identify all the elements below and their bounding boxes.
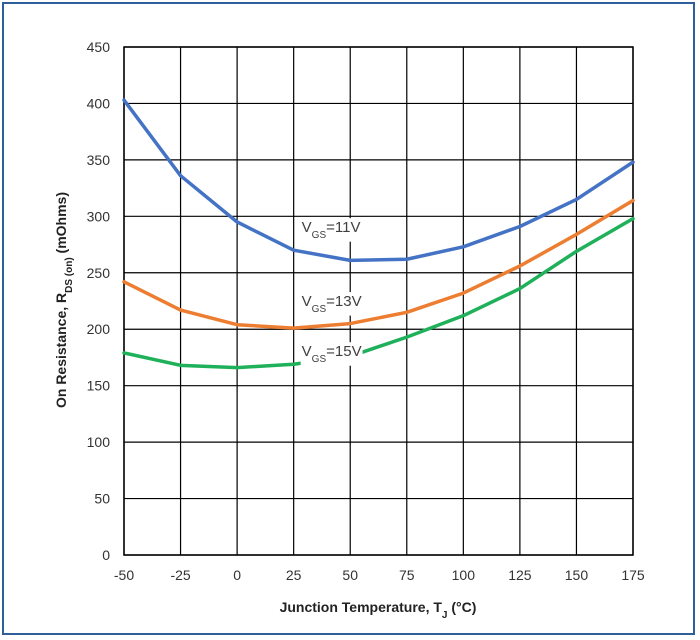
series-label-bg [300,218,362,242]
y-tick-label: 300 [87,208,111,224]
x-tick-label: -50 [114,567,134,583]
y-tick-label: 100 [87,434,111,450]
x-tick-label: 150 [565,567,589,583]
x-tick-label: 100 [452,567,476,583]
y-axis-label: On Resistance, RDS (on) (mOhms) [53,192,75,408]
y-tick-label: 200 [87,321,111,337]
x-tick-label: 175 [621,567,645,583]
y-tick-label: 400 [87,95,111,111]
x-tick-label: 0 [233,567,241,583]
x-tick-label: 50 [342,567,358,583]
series-line-13V [122,198,635,330]
x-tick-label: 75 [399,567,415,583]
series-label-bg [300,342,363,366]
grid-lines [123,46,634,556]
x-tick-label: -25 [170,567,190,583]
y-tick-label: 250 [87,265,111,281]
x-tick-label: 125 [508,567,532,583]
series-label-15V: VGS=15V [302,343,362,365]
y-tick-label: 450 [87,39,111,55]
y-tick-label: 50 [94,491,110,507]
x-tick-label: 25 [286,567,302,583]
y-tick-label: 350 [87,152,111,168]
series-label-11V: VGS=11V [302,219,361,241]
series-line-15V [122,216,635,370]
y-tick-label: 0 [102,547,110,563]
y-tick-label: 150 [87,378,111,394]
series-line-11V [122,98,635,263]
series-label-bg [300,292,363,316]
tick-labels: 0 50 100 150 200 250 300 350 400 450 -50 -25 0 25 50 75… [87,39,645,583]
series-label-13V: VGS=13V [302,293,362,315]
x-axis-label: Junction Temperature, TJ (°C) [280,599,477,621]
series-layer [122,98,635,370]
plot-area [123,46,634,556]
